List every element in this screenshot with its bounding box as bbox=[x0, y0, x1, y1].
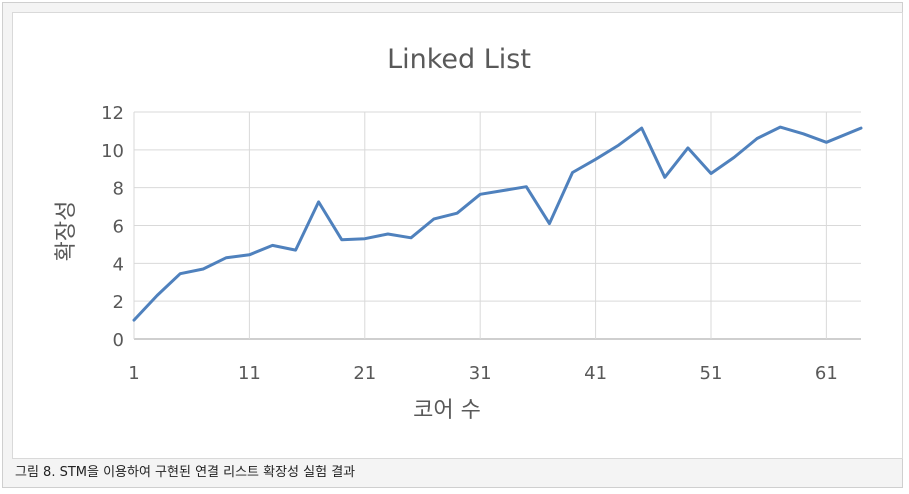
y-tick-label: 6 bbox=[113, 217, 124, 238]
x-tick-label: 31 bbox=[469, 363, 492, 384]
x-axis-label: 코어 수 bbox=[413, 398, 481, 423]
y-tick-label: 4 bbox=[113, 254, 124, 275]
x-tick-label: 51 bbox=[700, 363, 723, 384]
grid-lines bbox=[133, 111, 861, 340]
y-tick-label: 0 bbox=[113, 330, 124, 351]
y-tick-label: 12 bbox=[101, 103, 124, 124]
y-tick-labels: 0 2 4 6 8 10 12 bbox=[101, 103, 124, 351]
chart-title: Linked List bbox=[387, 44, 531, 75]
y-axis-label: 확장성 bbox=[54, 201, 79, 262]
chart-area: 0 2 4 6 8 10 12 1 11 21 31 41 51 61 Linked List 코어 수… bbox=[12, 12, 903, 459]
y-tick-label: 10 bbox=[101, 141, 124, 162]
series-line bbox=[132, 125, 863, 322]
y-tick-label: 8 bbox=[113, 179, 124, 200]
x-tick-label: 61 bbox=[815, 363, 838, 384]
x-tick-labels: 1 11 21 31 41 51 61 bbox=[128, 363, 838, 384]
y-tick-label: 2 bbox=[113, 292, 124, 313]
figure-frame: 0 2 4 6 8 10 12 1 11 21 31 41 51 61 Linked List 코어 수… bbox=[2, 2, 903, 488]
x-tick-label: 41 bbox=[584, 363, 607, 384]
figure-caption: 그림 8. STM을 이용하여 구현된 연결 리스트 확장성 실험 결과 bbox=[15, 465, 356, 480]
x-tick-label: 11 bbox=[238, 363, 261, 384]
x-tick-label: 1 bbox=[128, 363, 139, 384]
x-tick-label: 21 bbox=[353, 363, 376, 384]
